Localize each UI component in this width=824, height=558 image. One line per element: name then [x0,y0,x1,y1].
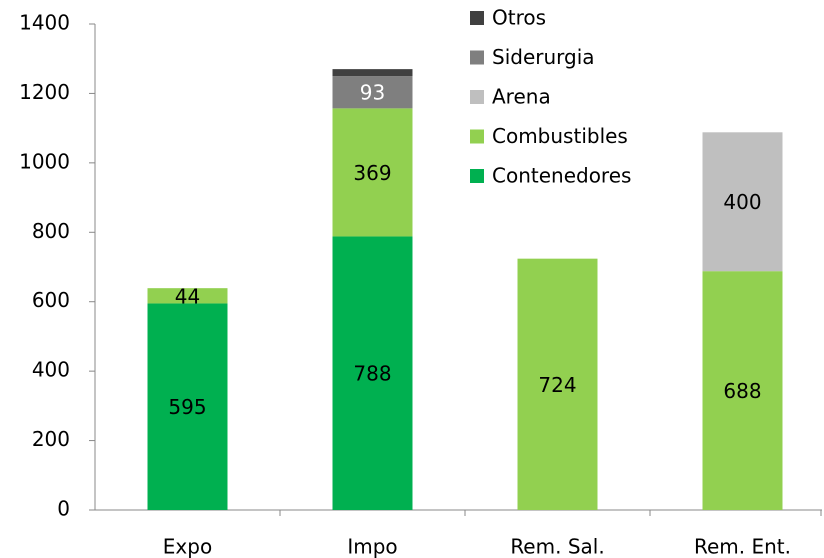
data-label: 595 [168,395,206,419]
y-tick-label: 600 [32,288,70,312]
data-label: 369 [353,161,391,185]
bar-segment [332,236,413,511]
y-tick-label: 800 [32,219,70,243]
legend-swatch [470,50,484,65]
bar-segment [332,76,413,109]
legend-swatch [470,169,484,183]
y-tick-label: 1400 [19,11,70,35]
bar-segment [517,258,598,510]
data-label: 788 [353,362,391,386]
y-tick-label: 200 [32,427,70,451]
legend-label: Contenedores [492,164,631,188]
legend-label: Siderurgia [492,45,595,69]
legend-label: Combustibles [492,124,628,148]
y-tick-label: 1200 [19,80,70,104]
y-tick-label: 400 [32,358,70,382]
legend-label: Arena [492,85,551,109]
y-tick-label: 0 [57,497,70,521]
bar-segment [702,132,783,272]
x-tick-label: Rem. Sal. [510,535,604,558]
legend-swatch [470,129,484,144]
x-tick-label: Impo [347,535,397,558]
legend-swatch [470,90,484,104]
x-tick-label: Expo [163,535,212,558]
data-label: 400 [723,190,761,214]
x-tick-label: Rem. Ent. [694,535,791,558]
data-label: 688 [723,379,761,403]
bar-segment [147,288,228,304]
data-label: 93 [360,81,385,105]
data-label: 724 [538,373,576,397]
bar-segment [332,108,413,237]
bar-segment [147,303,228,510]
bar-segment [702,271,783,510]
legend-swatch [470,11,484,25]
y-tick-label: 1000 [19,149,70,173]
data-label: 44 [175,284,200,308]
legend-label: Otros [492,6,546,30]
bar-segment [332,69,413,77]
